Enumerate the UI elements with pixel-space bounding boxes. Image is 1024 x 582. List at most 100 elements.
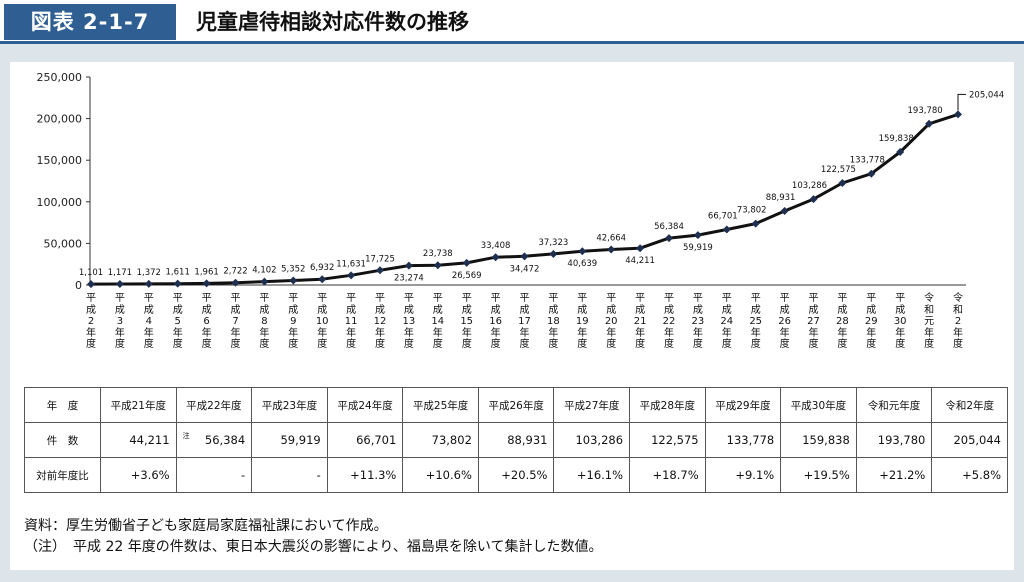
data-label: 44,211 — [625, 256, 655, 266]
x-tick-label: 平成24年度 — [720, 293, 734, 350]
x-tick-label: 平成7年度 — [230, 293, 241, 350]
table-header-cell: 令和2年度 — [931, 387, 1008, 423]
data-table: 年 度 平成21年度 平成22年度 平成23年度 平成24年度 平成25年度 平… — [24, 387, 1008, 493]
x-tick-label: 平成25年度 — [749, 293, 763, 350]
x-tick-label: 平成20年度 — [604, 293, 618, 350]
data-label: 1,611 — [166, 268, 190, 278]
label-leader-line — [957, 93, 966, 111]
x-tick-label: 平成8年度 — [259, 293, 270, 350]
y-tick-label: 0 — [75, 279, 82, 292]
table-header-cell: 平成22年度 — [175, 387, 253, 423]
data-label: 103,286 — [792, 181, 827, 191]
data-point — [751, 219, 760, 228]
y-tick-label: 100,000 — [37, 196, 83, 209]
note-mark: 注 — [182, 432, 190, 440]
figure-notes: 資料：厚生労働省子ども家庭局家庭福祉課において作成。 （注） 平成 22 年度の… — [24, 516, 602, 558]
table-cell: 44,211 — [100, 422, 177, 458]
data-label: 34,472 — [510, 264, 540, 274]
data-label: 40,639 — [567, 259, 597, 269]
data-point — [722, 225, 731, 234]
x-tick-label: 平成26年度 — [778, 293, 791, 350]
data-label: 88,931 — [766, 193, 796, 203]
data-label: 33,408 — [481, 241, 511, 251]
table-cell: +16.1% — [553, 457, 631, 493]
data-point — [289, 276, 298, 285]
data-point — [433, 261, 442, 270]
data-label: 4,102 — [252, 266, 276, 276]
data-point — [549, 249, 558, 258]
x-tick-label: 平成22年度 — [662, 293, 676, 350]
x-tick-label: 平成29年度 — [864, 293, 878, 350]
data-label: 66,701 — [708, 212, 738, 222]
data-point — [318, 275, 327, 284]
data-label: 5,352 — [281, 265, 305, 275]
x-tick-label: 平成27年度 — [807, 293, 820, 350]
table-header-cell: 平成29年度 — [704, 387, 782, 423]
x-tick-label: 平成4年度 — [143, 293, 154, 350]
data-label: 11,631 — [336, 259, 366, 269]
table-cell: 122,575 — [629, 422, 706, 458]
data-label: 42,664 — [596, 234, 626, 244]
table-header-cell: 平成28年度 — [629, 387, 706, 423]
data-label: 17,725 — [365, 254, 395, 264]
data-label: 133,778 — [850, 156, 885, 166]
data-point — [607, 245, 616, 254]
x-tick-label: 平成14年度 — [431, 293, 445, 350]
data-label: 193,780 — [908, 106, 943, 116]
x-tick-label: 平成11年度 — [344, 293, 358, 350]
data-point — [954, 110, 962, 119]
data-label: 2,722 — [223, 267, 247, 277]
data-point — [896, 148, 905, 157]
x-tick-label: 平成17年度 — [518, 293, 531, 350]
data-point — [665, 234, 673, 243]
x-tick-label: 平成23年度 — [691, 293, 705, 350]
data-point — [838, 179, 847, 188]
table-cell: +18.7% — [629, 457, 706, 493]
data-label: 205,044 — [969, 90, 1004, 100]
y-tick-label: 250,000 — [37, 71, 83, 84]
y-tick-label: 50,000 — [44, 237, 83, 250]
table-cell: +11.3% — [326, 457, 404, 493]
figure-title: 児童虐待相談対応件数の推移 — [196, 10, 469, 34]
table-cell: +20.5% — [477, 457, 555, 493]
data-label: 1,101 — [79, 268, 103, 278]
x-tick-label: 平成28年度 — [836, 293, 849, 350]
figure-number-tag: 図表 2-1-7 — [4, 4, 176, 40]
table-cell: +3.6% — [100, 457, 177, 493]
data-label: 159,838 — [879, 134, 914, 144]
row-label: 件 数 — [24, 422, 101, 458]
table-cell-value: 56,384 — [204, 433, 246, 447]
data-point — [520, 252, 529, 261]
x-tick-label: 平成12年度 — [373, 293, 387, 350]
data-label: 73,802 — [737, 206, 767, 216]
data-point — [231, 278, 240, 287]
data-point — [809, 195, 818, 204]
data-point — [925, 119, 934, 128]
data-point — [115, 280, 124, 289]
x-tick-label: 平成19年度 — [575, 293, 589, 350]
y-tick-label: 150,000 — [37, 154, 83, 167]
data-point — [376, 266, 384, 275]
table-cell: 88,931 — [477, 422, 555, 458]
table-row-count: 件 数 44,211 注 56,384 59,919 66,701 73,802 … — [24, 422, 1008, 458]
data-point — [202, 279, 211, 288]
table-cell: - — [175, 457, 253, 493]
table-cell: 103,286 — [553, 422, 631, 458]
x-tick-label: 平成5年度 — [172, 293, 183, 350]
data-label: 1,961 — [194, 267, 218, 277]
table-header-cell: 令和元年度 — [855, 387, 933, 423]
table-row-ratio: 対前年度比 +3.6% - - +11.3% +10.6% +20.5% +16… — [24, 457, 1008, 493]
table-header-cell: 平成27年度 — [553, 387, 631, 423]
data-label: 26,569 — [452, 271, 482, 281]
data-point — [260, 277, 269, 286]
x-tick-label: 平成18年度 — [547, 293, 560, 350]
data-point — [173, 279, 182, 288]
data-point — [347, 271, 356, 280]
data-label: 1,372 — [137, 268, 161, 278]
table-cell: 205,044 — [931, 422, 1008, 458]
data-point — [404, 261, 413, 270]
table-cell: 73,802 — [402, 422, 479, 458]
data-point — [491, 253, 500, 262]
chart-panel: 0 50,000 100,000 150,000 200,000 250,000 1,101… — [10, 62, 1014, 570]
data-label: 23,738 — [423, 249, 453, 259]
